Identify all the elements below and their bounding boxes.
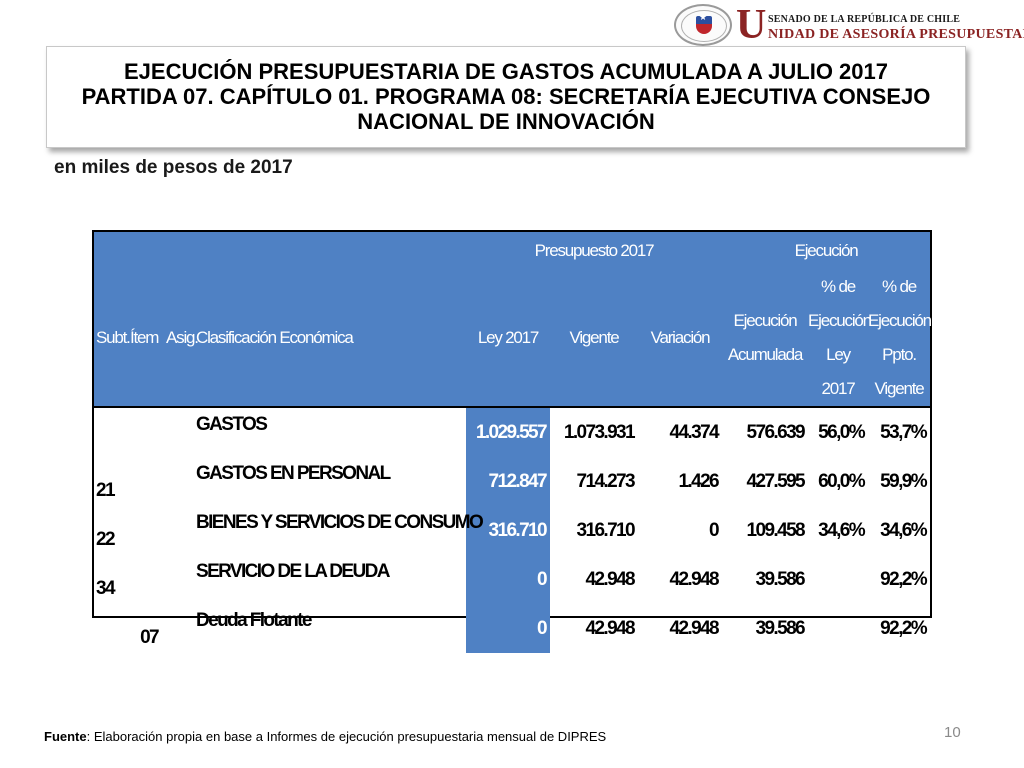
cell-ley: 0 [466,555,550,604]
col-header-item: Ítem [128,270,164,407]
cell-clasificacion: GASTOS EN PERSONAL [196,463,391,484]
cell-subt: 21 [96,480,116,501]
cell-pct-vigente: 92,2% [880,617,927,639]
cell-pct-vigente: 53,7% [880,421,927,443]
cell-ejec-acum: 109.458 [746,519,806,541]
table-row: 21 GASTOS EN PERSONAL 712.847 714.273 1.… [94,457,930,506]
cell-clasificacion: GASTOS [196,414,268,435]
cell-vigente: 42.948 [585,617,635,639]
cell-clasificacion: SERVICIO DE LA DEUDA [196,561,390,582]
cell-variacion: 44.374 [669,421,720,443]
cell-variacion: 1.426 [678,470,719,492]
cell-variacion: 42.948 [669,617,720,639]
senate-seal-icon: ★ [674,4,732,46]
logo-unit-text: NIDAD DE ASESORÍA PRESUPUESTARIA [768,27,1024,42]
header-group-presupuesto: Presupuesto 2017 [466,232,723,270]
cell-pct-vigente: 59,9% [880,470,927,492]
cell-pct-ley [808,604,868,653]
cell-variacion: 42.948 [669,568,720,590]
cell-asig [164,457,194,506]
source-footnote: Fuente: Elaboración propia en base a Inf… [44,729,606,744]
cell-vigente: 714.273 [576,470,636,492]
senate-logo: ★ U SENADO DE LA REPÚBLICA DE CHILE NIDA… [672,2,1024,48]
cell-vigente: 42.948 [585,568,635,590]
cell-variacion: 0 [709,519,720,541]
cell-vigente: 1.073.931 [563,421,636,443]
cell-subt [94,604,128,653]
cell-pct-ley: 34,6% [818,519,865,541]
logo-initial: U [736,2,767,48]
table-row: 07 Deuda Flotante 0 42.948 42.948 39.586… [94,604,930,653]
units-subtitle: en miles de pesos de 2017 [54,157,293,178]
logo-senate-text: SENADO DE LA REPÚBLICA DE CHILE [768,14,961,25]
cell-pct-vigente: 92,2% [880,568,927,590]
col-header-pct-ley: % de Ejecución Ley 2017 [808,270,872,407]
page-number: 10 [944,724,961,741]
cell-clasificacion: BIENES Y SERVICIOS DE CONSUMO [196,512,484,533]
col-header-vigente: Vigente [550,270,638,407]
cell-ejec-acum: 39.586 [755,568,806,590]
col-header-ley: Ley 2017 [466,270,550,407]
col-header-ejec-acum: Ejecución Acumulada [722,270,809,407]
table-row: 22 BIENES Y SERVICIOS DE CONSUMO 316.710… [94,506,930,555]
source-label: Fuente [44,729,87,744]
col-header-variacion: Variación [638,270,723,407]
title-line-1: EJECUCIÓN PRESUPUESTARIA DE GASTOS ACUMU… [123,58,888,84]
col-header-pct-vigente: % de Ejecución Ppto. Vigente [868,270,932,407]
source-text: : Elaboración propia en base a Informes … [86,729,607,744]
cell-pct-vigente: 34,6% [880,519,927,541]
cell-ley: 1.029.557 [466,407,550,457]
cell-ejec-acum: 427.595 [746,470,806,492]
col-header-subt: Subt. [94,270,131,407]
table-row: GASTOS 1.029.557 1.073.931 44.374 576.63… [94,407,930,457]
col-header-clasificacion: Clasificación Económica [194,270,466,407]
cell-ejec-acum: 576.639 [746,421,806,443]
cell-ley: 0 [466,604,550,653]
cell-item [128,506,164,555]
cell-asig [164,555,194,604]
cell-pct-ley: 56,0% [818,421,865,443]
cell-asig [164,604,194,653]
cell-asig [164,407,194,457]
cell-pct-ley: 60,0% [818,470,865,492]
title-box: EJECUCIÓN PRESUPUESTARIA DE GASTOS ACUMU… [46,46,966,148]
title-line-2: PARTIDA 07. CAPÍTULO 01. PROGRAMA 08: SE… [81,83,931,109]
cell-ley: 712.847 [466,457,550,506]
cell-clasificacion: Deuda Flotante [196,610,312,631]
col-header-asig: Asig. [164,270,199,407]
cell-subt [94,407,128,457]
cell-ley: 316.710 [466,506,550,555]
title-line-3: NACIONAL DE INNOVACIÓN [357,108,655,134]
cell-item: 07 [140,627,160,648]
cell-item [128,407,164,457]
cell-item [128,457,164,506]
table-row: 34 SERVICIO DE LA DEUDA 0 42.948 42.948 … [94,555,930,604]
budget-table: Presupuesto 2017 Ejecución Subt. Ítem As… [92,230,932,653]
cell-pct-ley [808,555,868,604]
header-blank [94,232,466,270]
cell-vigente: 316.710 [576,519,636,541]
cell-subt: 34 [96,578,116,599]
cell-item [128,555,164,604]
header-group-ejecucion: Ejecución [722,232,931,270]
cell-asig [164,506,194,555]
cell-subt: 22 [96,529,116,550]
cell-ejec-acum: 39.586 [755,617,806,639]
